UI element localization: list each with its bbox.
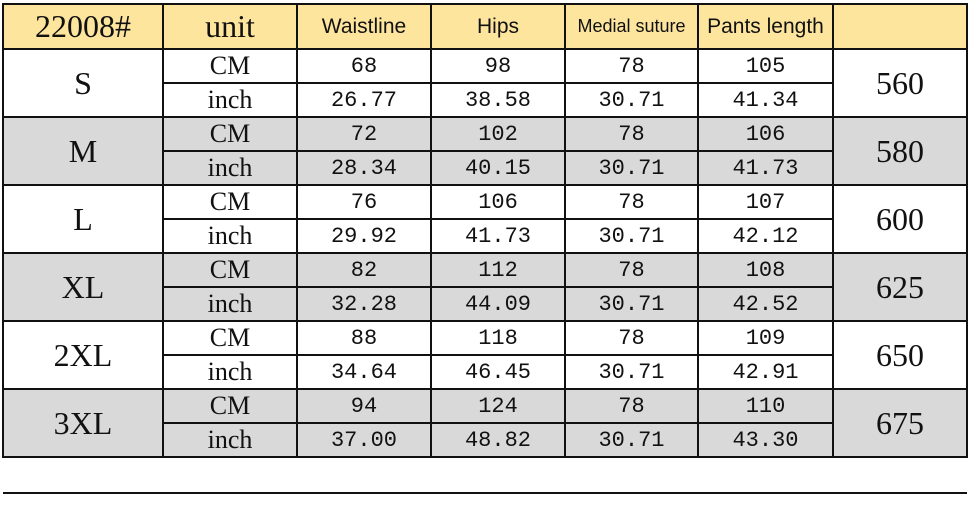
waistline-inch: 32.28 — [296, 286, 432, 322]
medial-suture-cm: 78 — [564, 184, 699, 220]
size-label: S — [2, 48, 164, 118]
pants-length-inch: 42.12 — [697, 218, 834, 254]
size-row-cm: XL CM 82 112 78 108 625 — [2, 252, 968, 322]
waistline-cm: 82 — [296, 252, 432, 288]
unit-cm: CM — [162, 184, 298, 220]
waistline-inch: 34.64 — [296, 354, 432, 390]
size-row-inch: inch 29.92 41.73 30.71 42.12 — [3, 218, 967, 254]
pants-length-cm: 108 — [697, 252, 834, 288]
pants-length-cm: 105 — [697, 48, 834, 84]
hips-cm: 112 — [430, 252, 566, 288]
unit-header: unit — [162, 3, 298, 50]
size-row-inch: inch 32.28 44.09 30.71 42.52 — [3, 286, 967, 322]
unit-cm: CM — [162, 320, 298, 356]
waistline-inch: 29.92 — [296, 218, 432, 254]
header-row: 22008# unit Waistline Hips Medial suture… — [2, 3, 968, 50]
unit-cm: CM — [162, 48, 298, 84]
medial-suture-cm: 78 — [564, 116, 699, 152]
pants-length-inch: 42.52 — [697, 286, 834, 322]
blank-footer-row — [3, 456, 967, 494]
size-label: 3XL — [2, 388, 164, 458]
medial-suture-inch: 30.71 — [564, 422, 699, 458]
pants-length-cm: 107 — [697, 184, 834, 220]
waistline-cm: 88 — [296, 320, 432, 356]
medial-suture-cm: 78 — [564, 48, 699, 84]
hips-inch: 46.45 — [430, 354, 566, 390]
size-row-cm: L CM 76 106 78 107 600 — [2, 184, 968, 254]
pants-length-cm: 106 — [697, 116, 834, 152]
waistline-cm: 76 — [296, 184, 432, 220]
unit-cm: CM — [162, 116, 298, 152]
hips-inch: 40.15 — [430, 150, 566, 186]
style-number: 22008# — [2, 3, 164, 50]
medial-suture-cm: 78 — [564, 320, 699, 356]
pants-length-cm: 110 — [697, 388, 834, 424]
hips-inch: 41.73 — [430, 218, 566, 254]
size-row-cm: M CM 72 102 78 106 580 — [2, 116, 968, 186]
waistline-inch: 26.77 — [296, 82, 432, 118]
hips-cm: 98 — [430, 48, 566, 84]
blank-footer-cell — [3, 456, 967, 494]
hips-cm: 124 — [430, 388, 566, 424]
size-label: XL — [2, 252, 164, 322]
extra-header — [832, 3, 968, 50]
unit-cm: CM — [162, 388, 298, 424]
medial-suture-header: Medial suture — [564, 3, 699, 50]
waistline-header: Waistline — [296, 3, 432, 50]
size-row-inch: inch 28.34 40.15 30.71 41.73 — [3, 150, 967, 186]
pants-length-inch: 41.73 — [697, 150, 834, 186]
medial-suture-cm: 78 — [564, 388, 699, 424]
size-label: L — [2, 184, 164, 254]
waistline-inch: 37.00 — [296, 422, 432, 458]
unit-inch: inch — [162, 286, 298, 322]
hips-inch: 44.09 — [430, 286, 566, 322]
pants-length-header: Pants length — [697, 3, 834, 50]
extra-value: 675 — [832, 388, 968, 458]
medial-suture-cm: 78 — [564, 252, 699, 288]
unit-inch: inch — [162, 82, 298, 118]
size-row-cm: 3XL CM 94 124 78 110 675 — [2, 388, 968, 458]
size-row-inch: inch 37.00 48.82 30.71 43.30 — [3, 422, 967, 458]
hips-inch: 38.58 — [430, 82, 566, 118]
waistline-inch: 28.34 — [296, 150, 432, 186]
size-row-cm: S CM 68 98 78 105 560 — [2, 48, 968, 118]
waistline-cm: 94 — [296, 388, 432, 424]
extra-value: 650 — [832, 320, 968, 390]
extra-value: 560 — [832, 48, 968, 118]
unit-inch: inch — [162, 150, 298, 186]
medial-suture-inch: 30.71 — [564, 218, 699, 254]
unit-cm: CM — [162, 252, 298, 288]
size-chart-table: 22008# unit Waistline Hips Medial suture… — [2, 3, 968, 494]
unit-inch: inch — [162, 422, 298, 458]
size-row-inch: inch 26.77 38.58 30.71 41.34 — [3, 82, 967, 118]
size-row-inch: inch 34.64 46.45 30.71 42.91 — [3, 354, 967, 390]
hips-cm: 106 — [430, 184, 566, 220]
medial-suture-inch: 30.71 — [564, 82, 699, 118]
pants-length-cm: 109 — [697, 320, 834, 356]
extra-value: 625 — [832, 252, 968, 322]
unit-inch: inch — [162, 354, 298, 390]
hips-inch: 48.82 — [430, 422, 566, 458]
medial-suture-inch: 30.71 — [564, 286, 699, 322]
hips-cm: 102 — [430, 116, 566, 152]
medial-suture-inch: 30.71 — [564, 150, 699, 186]
waistline-cm: 68 — [296, 48, 432, 84]
waistline-cm: 72 — [296, 116, 432, 152]
size-label: 2XL — [2, 320, 164, 390]
pants-length-inch: 41.34 — [697, 82, 834, 118]
size-row-cm: 2XL CM 88 118 78 109 650 — [2, 320, 968, 390]
extra-value: 600 — [832, 184, 968, 254]
size-label: M — [2, 116, 164, 186]
medial-suture-inch: 30.71 — [564, 354, 699, 390]
pants-length-inch: 43.30 — [697, 422, 834, 458]
extra-value: 580 — [832, 116, 968, 186]
hips-cm: 118 — [430, 320, 566, 356]
pants-length-inch: 42.91 — [697, 354, 834, 390]
unit-inch: inch — [162, 218, 298, 254]
hips-header: Hips — [430, 3, 566, 50]
